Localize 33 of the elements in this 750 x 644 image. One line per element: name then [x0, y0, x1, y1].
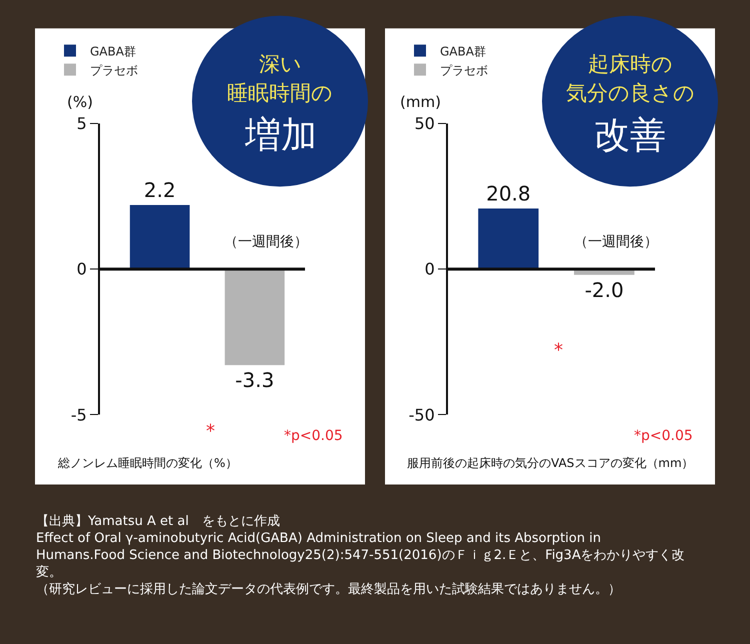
y-tick-label: -50 [408, 405, 435, 424]
annotation: （一週間後） [574, 234, 658, 250]
text: * [206, 421, 215, 442]
text: 気分の良さの [566, 81, 695, 105]
legend-label: GABA群 [440, 44, 486, 58]
legend-label: プラセボ [440, 63, 488, 78]
y-tick-label: 50 [414, 114, 435, 134]
text: *p<0.05 [284, 428, 343, 444]
annotation: * [554, 340, 563, 361]
data-label: -2.0 [584, 278, 624, 302]
x-axis-title: 服用前後の起床時の気分のVASスコアの変化（mm） [407, 456, 694, 470]
text: （研究レビューに採用した論文データの代表例です。最終製品を用いた試験結果ではありません。） [36, 582, 621, 597]
annotation: （一週間後） [224, 234, 308, 250]
text: 起床時の [588, 52, 673, 76]
y-tick-label: 5 [76, 114, 87, 134]
data-label: -3.3 [235, 368, 274, 392]
text: 睡眠時間の [227, 81, 333, 105]
y-tick-label: -5 [70, 405, 87, 424]
y-tick-label: 0 [76, 260, 87, 279]
x-axis-title: 総ノンレム睡眠時間の変化（%） [57, 456, 238, 470]
legend-label: GABA群 [90, 44, 136, 58]
annotation: 増加 [244, 115, 317, 156]
y-axis-title: (%) [67, 93, 93, 111]
data-label: 20.8 [486, 182, 531, 206]
text: 【出典】Yamatsu A et al をもとに作成 [36, 514, 280, 529]
data-label: 2.2 [144, 178, 176, 202]
annotation: 改善 [594, 115, 666, 156]
y-axis-title: (mm) [400, 93, 441, 111]
text: 深い [259, 52, 302, 76]
text: *p<0.05 [634, 428, 693, 444]
text: Effect of Oral γ-aminobutyric Acid(GABA) Administration on Sleep and its Absorption in Humans.Food Science and Biotechnology25(2):547-551(2016)のＦｉｇ2.Ｅと、Fig3Aをわかりやすく改変。 [36, 531, 685, 580]
y-tick-label: 0 [424, 260, 435, 279]
legend-label: プラセボ [90, 63, 138, 78]
